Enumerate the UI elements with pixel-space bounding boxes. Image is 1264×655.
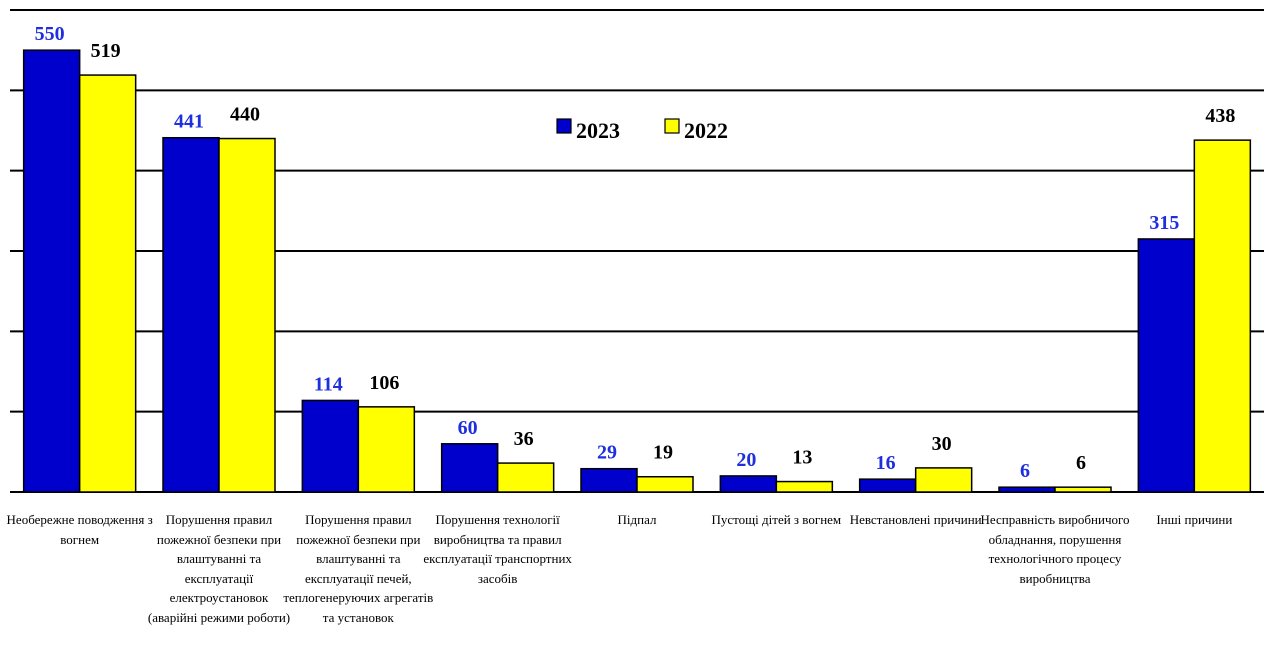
bar-2022 [914, 467, 973, 493]
data-label-2023: 6 [1020, 460, 1030, 482]
bar-2023 [1137, 238, 1196, 493]
data-label-2022: 30 [932, 433, 952, 455]
data-label-2022: 519 [91, 40, 121, 62]
data-label-2022: 36 [514, 428, 534, 450]
category-label: Порушення технології виробництва та прав… [423, 512, 572, 586]
category-label: Інші причини [1156, 512, 1233, 527]
bar-2023 [719, 475, 778, 493]
bar-2023 [22, 49, 81, 493]
legend-swatch-2022 [664, 118, 680, 134]
category-label: Пустощі дітей з вогнем [711, 512, 842, 527]
data-label-2022: 438 [1205, 105, 1235, 127]
bar-2023 [162, 136, 220, 493]
bar-2023 [301, 399, 360, 493]
data-label-2023: 20 [736, 449, 756, 471]
value-labels: 550 519 441 440 114 106 60 36 29 19 20 13 16 30 6 6 315 4… [35, 23, 1236, 482]
legend-swatch-2023 [556, 118, 572, 134]
bar-2022 [1054, 486, 1112, 493]
category-label: Невстановлені причини [849, 512, 982, 527]
data-label-2022: 440 [230, 104, 260, 126]
data-label-2023: 441 [174, 111, 204, 133]
bar-2022 [1193, 139, 1252, 493]
bar-2023 [440, 443, 499, 493]
data-label-2023: 315 [1149, 212, 1179, 234]
data-label-2022: 6 [1076, 452, 1086, 474]
legend-label-2023: 2023 [576, 118, 620, 143]
category-label: Підпал [617, 512, 657, 527]
legend-label-2022: 2022 [684, 118, 728, 143]
category-label: Порушення правил пожежної безпеки при вл… [147, 512, 291, 625]
data-label-2023: 114 [314, 373, 343, 395]
category-label: Несправність виробничого обладнання, пор… [980, 512, 1130, 586]
bar-2022 [218, 137, 276, 493]
data-label-2023: 29 [597, 442, 617, 464]
data-label-2022: 19 [653, 442, 673, 464]
bar-2022 [496, 462, 555, 493]
bar-2023 [998, 486, 1056, 493]
category-label: Порушення правил пожежної безпеки при вл… [283, 512, 434, 625]
bar-2022 [775, 480, 834, 493]
category-label: Необережне поводження з вогнем [6, 512, 153, 547]
bar-2023 [858, 478, 917, 493]
data-label-2023: 16 [876, 452, 896, 474]
bar-2022 [78, 74, 137, 493]
data-label-2023: 550 [35, 23, 65, 45]
bar-2022 [636, 475, 694, 493]
data-label-2022: 106 [369, 372, 399, 394]
legend: 2023 2022 [556, 118, 728, 143]
bar-2022 [357, 406, 416, 493]
bar-2023 [580, 467, 638, 493]
data-label-2022: 13 [792, 447, 812, 469]
data-label-2023: 60 [458, 417, 478, 439]
bars [22, 49, 1252, 493]
